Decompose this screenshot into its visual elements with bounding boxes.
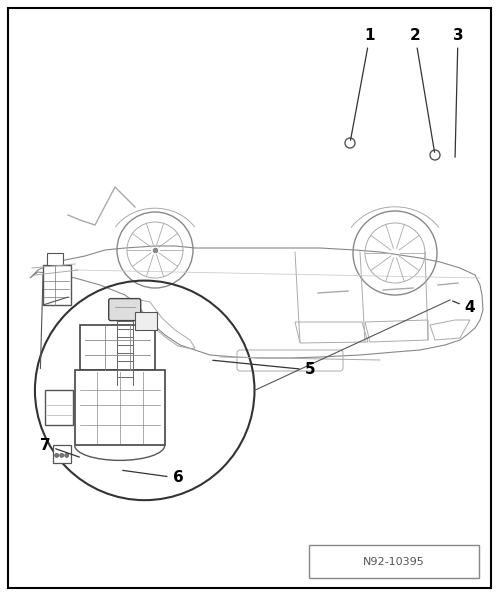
Bar (75, 370, 165, 445)
Text: 1: 1 (350, 27, 375, 140)
Bar (309, 545, 479, 578)
Bar (47, 253, 63, 265)
Text: 7: 7 (40, 437, 79, 457)
Bar (45, 390, 73, 426)
Text: 6: 6 (123, 470, 183, 486)
Bar (53, 445, 71, 463)
Bar (135, 312, 157, 330)
Circle shape (55, 454, 59, 457)
Text: 3: 3 (453, 27, 463, 157)
Text: 2: 2 (410, 27, 435, 152)
Text: 5: 5 (213, 360, 315, 377)
FancyBboxPatch shape (109, 299, 141, 321)
Text: N92-10395: N92-10395 (363, 557, 425, 567)
Circle shape (60, 454, 64, 457)
Text: 4: 4 (453, 300, 476, 315)
Circle shape (65, 454, 69, 457)
Bar (80, 325, 155, 370)
Bar (43, 265, 71, 305)
